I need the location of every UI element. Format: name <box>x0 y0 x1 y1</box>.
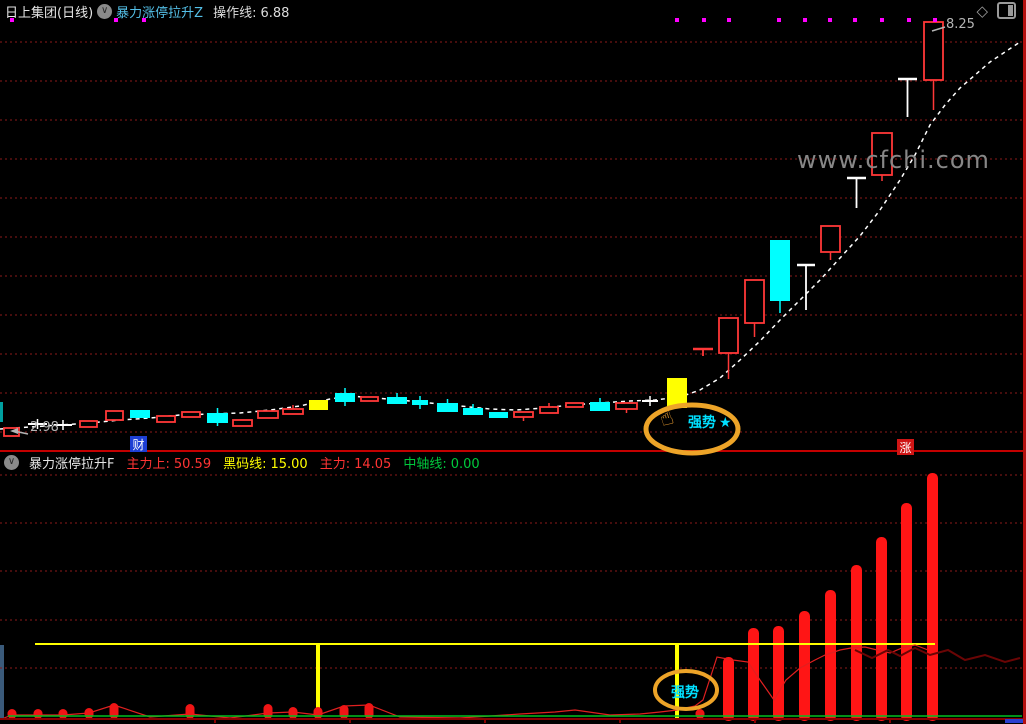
price-label-low: 2.98 <box>30 420 59 435</box>
pane-separator <box>0 450 1026 452</box>
ma-dashed-line <box>0 41 1021 430</box>
field-zhuli: 主力: 14.05 <box>319 456 392 472</box>
main-indicator-name[interactable]: 暴力涨停拉升Z <box>116 5 204 21</box>
leader-lines <box>10 26 946 435</box>
signal-label-strong-sub: 强势 <box>671 685 699 701</box>
field-heima-line: 黑码线: 15.00 <box>223 456 308 472</box>
title-bar: 日上集团(日线) 暴力涨停拉升Z 操作线:6.88 <box>0 0 1026 22</box>
sub-grid <box>0 474 1022 669</box>
symbol-title: 日上集团(日线) <box>5 5 94 21</box>
right-border <box>1023 0 1026 724</box>
clipped-bar-edge <box>0 645 4 718</box>
sub-bars <box>723 473 938 721</box>
signal-label-strong: 强势 ★ <box>688 415 732 431</box>
star-icon: ★ <box>719 415 732 431</box>
sub-dark-line <box>854 646 1021 664</box>
main-grid <box>0 41 1022 433</box>
diamond-icon[interactable] <box>976 3 988 19</box>
bottom-axis <box>0 718 1023 723</box>
info-badge-finance[interactable]: 财 <box>130 436 147 452</box>
clipped-candle-edge <box>0 402 3 422</box>
field-zhuli-up: 主力上: 50.59 <box>126 456 212 472</box>
scrollbar-thumb[interactable] <box>1005 719 1023 723</box>
chevron-down-circle-icon[interactable] <box>4 454 19 470</box>
indicator-param: 操作线: 6.88 <box>213 2 289 21</box>
info-badge-limit-up[interactable]: 涨 <box>897 439 914 455</box>
sub-indicator-name[interactable]: 暴力涨停拉升F <box>29 456 115 472</box>
sub-indicator-bar: 暴力涨停拉升F 主力上:50.59 黑码线:15.00 主力:14.05 中轴线… <box>0 452 1026 472</box>
panel-layout-icon[interactable] <box>997 2 1016 19</box>
sub-dots <box>7 703 705 719</box>
chevron-down-circle-icon[interactable] <box>97 3 113 19</box>
sub-signal-vbars <box>316 644 679 718</box>
price-label-high: 8.25 <box>946 17 975 32</box>
field-zhongzhou-line: 中轴线: 0.00 <box>403 456 480 472</box>
watermark: www.cfchi.com <box>797 146 990 174</box>
sub-main-line <box>3 644 929 719</box>
param-label: 操作线: <box>213 5 257 21</box>
hand-pointer-icon <box>656 405 676 433</box>
main-candles <box>3 21 944 437</box>
param-value: 6.88 <box>260 5 290 21</box>
